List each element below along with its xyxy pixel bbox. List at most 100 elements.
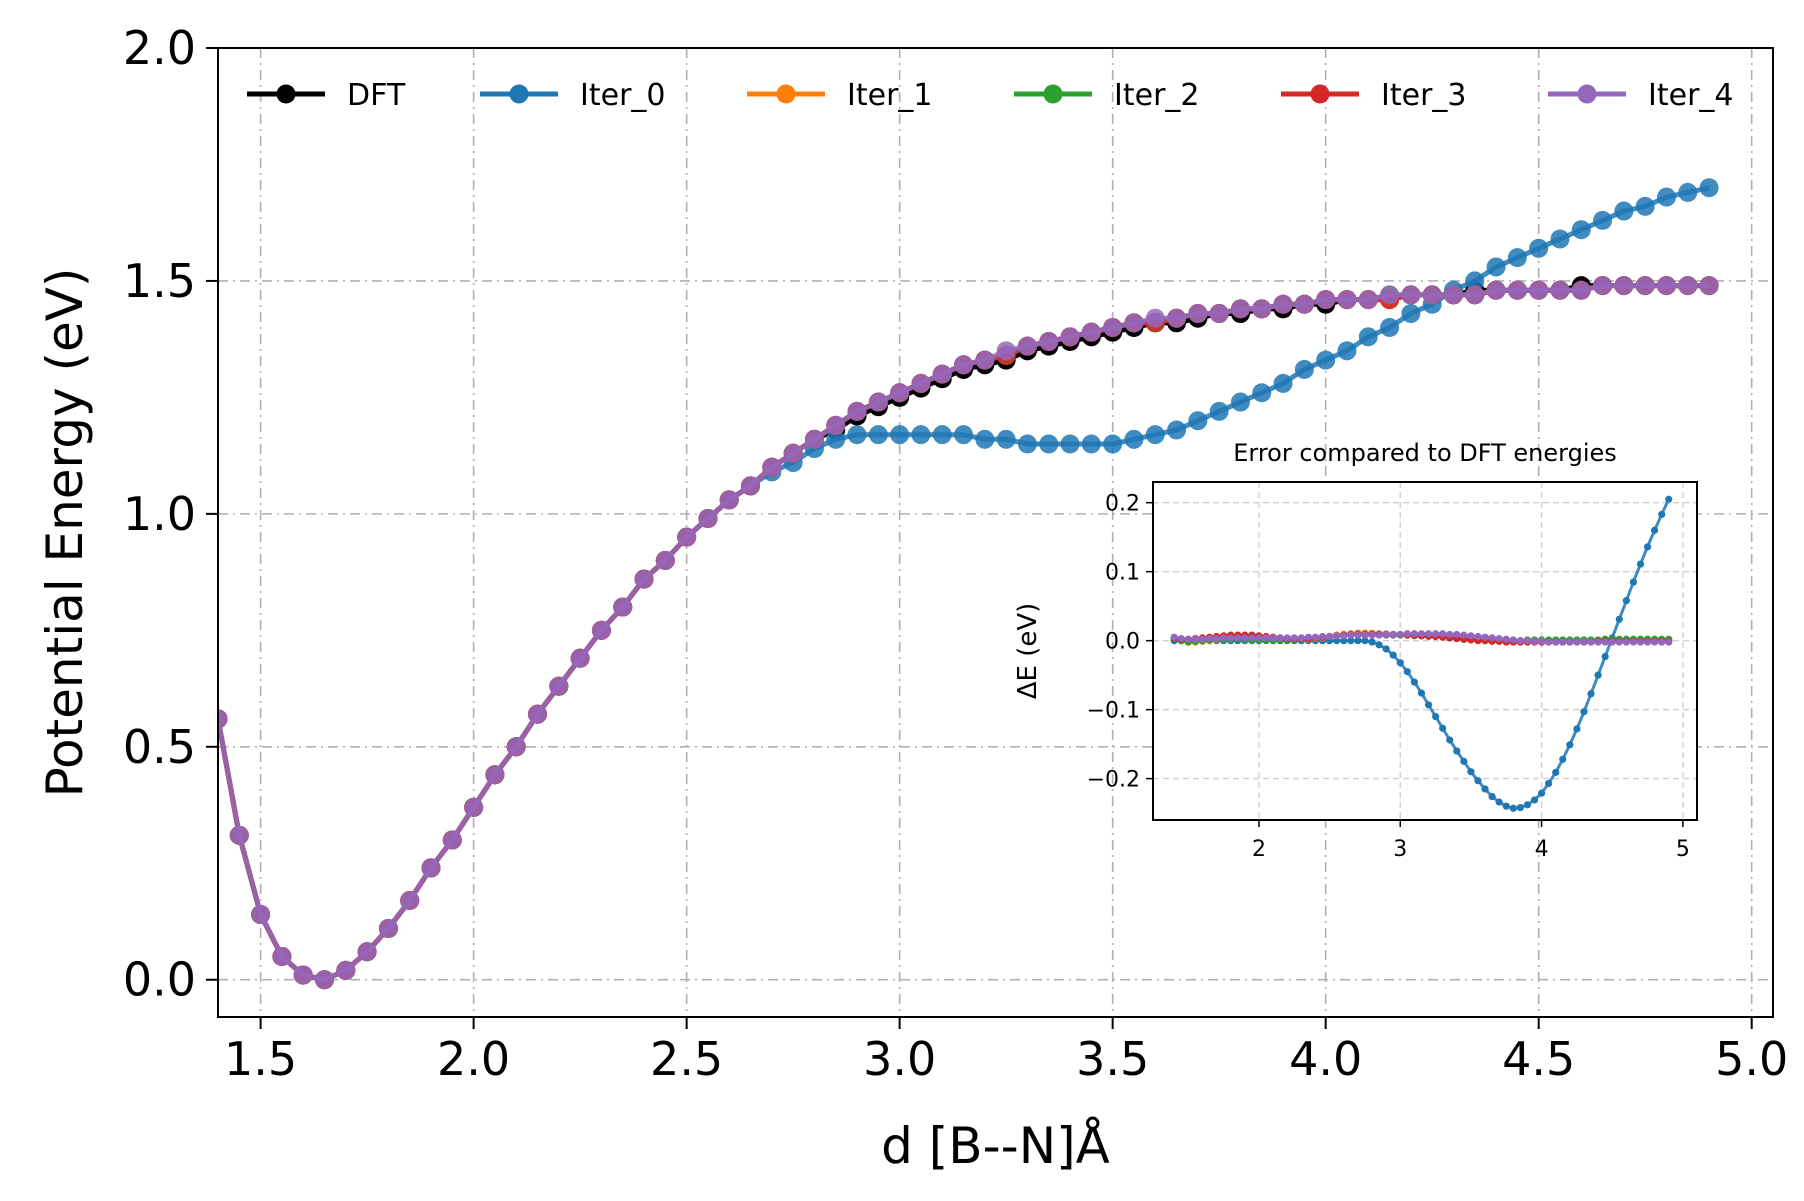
data-point: [1401, 304, 1421, 324]
inset-data-point: [1212, 634, 1221, 643]
inset-data-point: [1643, 543, 1652, 551]
data-point: [1188, 304, 1208, 324]
y-tick-label: 1.0: [123, 487, 196, 541]
data-point: [847, 401, 867, 421]
inset-data-point: [1396, 659, 1404, 667]
inset-x-tick-label: 4: [1535, 837, 1549, 862]
inset-data-point: [1170, 633, 1178, 641]
inset-data-point: [1573, 725, 1581, 733]
y-tick-label: 1.5: [123, 254, 196, 308]
data-point: [1465, 285, 1485, 305]
data-point: [1209, 304, 1229, 324]
inset-data-point: [1269, 634, 1277, 642]
inset-data-point: [1318, 632, 1327, 641]
data-point: [1550, 280, 1570, 300]
data-point: [1486, 257, 1506, 277]
data-point: [1103, 318, 1123, 338]
data-point: [1060, 434, 1080, 454]
inset-data-point: [1658, 638, 1666, 646]
inset-data-point: [1651, 526, 1659, 534]
data-point: [975, 350, 995, 370]
data-point: [506, 737, 526, 757]
inset-data-point: [1297, 634, 1305, 642]
data-point: [229, 825, 249, 845]
inset-data-point: [1326, 632, 1334, 641]
inset-data-point: [1530, 796, 1539, 804]
inset-data-point: [1290, 634, 1298, 642]
inset-x-tick-label: 5: [1676, 837, 1690, 862]
data-point: [1593, 276, 1613, 296]
inset-data-point: [1453, 747, 1461, 755]
inset-data-point: [1410, 630, 1419, 638]
inset-data-point: [1439, 724, 1447, 732]
data-point: [1294, 359, 1314, 379]
legend-marker: [509, 84, 529, 104]
inset-data-point: [1375, 641, 1383, 649]
data-point: [1593, 210, 1613, 230]
data-point: [1486, 280, 1506, 300]
inset-data-point: [1361, 631, 1369, 639]
y-tick-label: 2.0: [123, 21, 196, 75]
data-point: [868, 392, 888, 412]
inset-data-point: [1361, 637, 1369, 645]
legend-marker: [1310, 84, 1330, 104]
data-point: [1571, 280, 1591, 300]
inset-data-point: [1481, 633, 1489, 641]
inset-data-point: [1340, 632, 1348, 640]
data-point: [1443, 285, 1463, 305]
inset-data-point: [1474, 777, 1482, 785]
inset-data-point: [1516, 637, 1524, 645]
inset-series-iter-4: [1170, 630, 1673, 646]
inset-data-point: [1368, 638, 1376, 646]
data-point: [719, 490, 739, 510]
data-point: [1422, 285, 1442, 305]
inset-data-point: [1333, 632, 1341, 640]
inset-data-point: [1347, 631, 1355, 639]
inset-data-point: [1191, 635, 1199, 643]
x-tick-label: 2.0: [437, 1032, 510, 1086]
data-point: [1316, 290, 1336, 310]
data-point: [1017, 434, 1037, 454]
data-point: [1188, 411, 1208, 431]
data-point: [1145, 308, 1165, 328]
data-point: [847, 425, 867, 445]
legend-item-dft: DFT: [247, 78, 406, 113]
data-point: [1678, 182, 1698, 202]
data-point: [1209, 401, 1229, 421]
data-point: [911, 425, 931, 445]
inset-x-tick-label: 2: [1252, 837, 1266, 862]
x-tick-label: 3.5: [1076, 1032, 1149, 1086]
inset-series-group: [1170, 495, 1673, 812]
data-point: [1124, 429, 1144, 449]
data-point: [1039, 434, 1059, 454]
data-point: [1380, 285, 1400, 305]
data-point: [1550, 229, 1570, 249]
legend-label: Iter_1: [847, 78, 933, 113]
x-tick-label: 5.0: [1715, 1032, 1788, 1086]
inset-data-point: [1615, 615, 1623, 623]
inset-data-point: [1545, 638, 1553, 646]
series-iter-4: [218, 276, 1719, 990]
inset-data-point: [1410, 678, 1419, 686]
inset-data-point: [1248, 634, 1256, 642]
data-point: [826, 429, 846, 449]
inset-data-point: [1396, 630, 1404, 639]
inset-data-point: [1488, 792, 1496, 801]
inset-frame: [1152, 481, 1698, 821]
inset-data-point: [1241, 634, 1249, 642]
inset-data-point: [1276, 634, 1284, 642]
inset-data-point: [1516, 803, 1524, 812]
main-series-group: [218, 178, 1719, 990]
inset-data-point: [1552, 638, 1560, 646]
data-point: [634, 569, 654, 589]
data-point: [1167, 420, 1187, 440]
inset-data-point: [1629, 578, 1638, 586]
inset-y-axis-label: ΔE (eV): [1013, 603, 1043, 700]
inset-data-point: [1417, 689, 1426, 697]
inset-data-point: [1636, 560, 1645, 568]
inset-data-point: [1502, 635, 1510, 643]
inset-data-point: [1481, 785, 1489, 793]
inset-data-point: [1424, 630, 1433, 638]
